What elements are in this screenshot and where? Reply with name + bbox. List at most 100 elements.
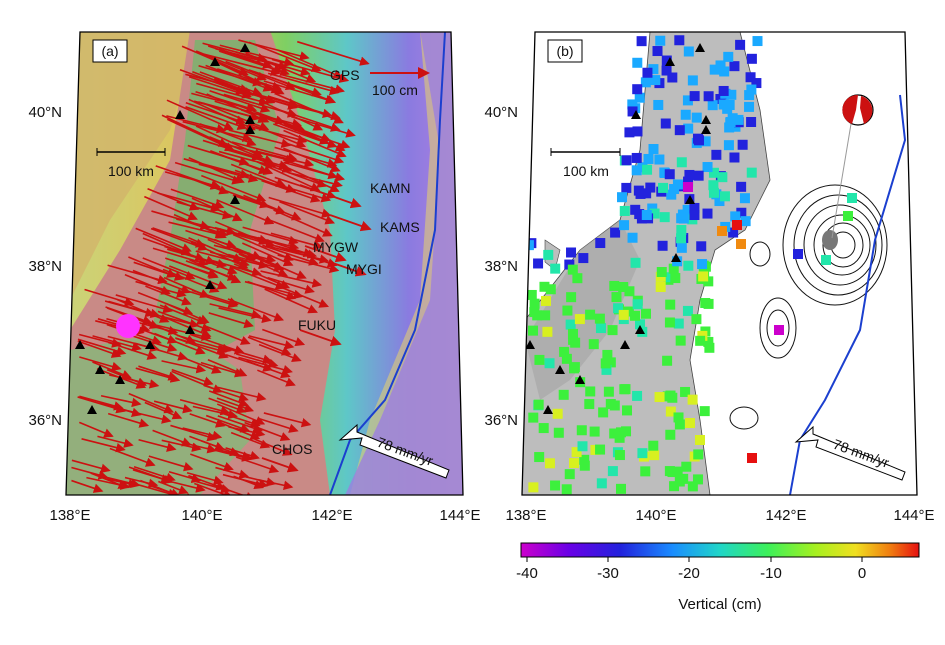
gps-vector-arrow [164, 245, 216, 265]
volcano-icon [95, 365, 105, 374]
volcano-icon [87, 405, 97, 414]
station-square [578, 253, 589, 264]
station-square [693, 449, 704, 460]
gps-vector-arrow [100, 394, 142, 408]
panel-a-lat-36: 36°N [28, 412, 62, 429]
gps-vector-arrow [264, 288, 318, 314]
station-square [600, 358, 611, 369]
station-square [675, 335, 686, 346]
station-square [774, 325, 784, 335]
gps-vector-arrow [283, 123, 351, 149]
station-square [621, 155, 632, 166]
gps-vector-arrow [248, 41, 322, 72]
station-square [543, 249, 554, 260]
panel-a-sea-of-japan [66, 32, 200, 300]
gps-vector-arrow [244, 421, 291, 442]
station-square [637, 448, 648, 459]
station-square [683, 260, 694, 271]
panel-a-lon-144: 144°E [439, 507, 480, 524]
station-square [631, 152, 642, 163]
station-square [667, 72, 678, 83]
panel-b-lon-144: 144°E [893, 507, 934, 524]
panel-b-lon-142: 142°E [765, 507, 806, 524]
station-square [714, 196, 725, 207]
station-square [665, 406, 676, 417]
station-square [676, 225, 687, 236]
gps-vector-arrow [262, 328, 306, 347]
gps-vector-arrow [260, 270, 323, 288]
station-square [660, 118, 671, 129]
station-square [621, 182, 632, 193]
station-square [572, 273, 583, 284]
volcano-icon [631, 110, 641, 119]
gps-vector-arrow [216, 397, 255, 413]
station-square [687, 75, 698, 86]
gps-vector-arrow [77, 396, 126, 414]
gps-vector-arrow [236, 353, 279, 368]
gps-vector-arrow [157, 192, 221, 213]
station-square [576, 425, 587, 436]
gps-vector-arrow [283, 129, 347, 158]
volcano-icon [543, 405, 553, 414]
station-square [724, 122, 735, 133]
station-square [598, 407, 609, 418]
station-square [579, 454, 590, 465]
colorbar: -40 -30 -20 -10 0 Vertical (cm) [516, 542, 920, 613]
gps-vector-arrow [188, 156, 245, 184]
station-square [739, 193, 750, 204]
gps-vector-arrow [135, 367, 181, 383]
station-square [539, 281, 550, 292]
volcano-icon [115, 375, 125, 384]
gps-vector-arrow [207, 358, 248, 377]
station-square [566, 292, 577, 303]
panel-a-lat-38: 38°N [28, 258, 62, 275]
station-square [656, 267, 667, 278]
station-square [569, 362, 580, 373]
station-square [632, 126, 643, 137]
gps-vector-arrow [100, 475, 141, 489]
panel-b-label-box [547, 39, 583, 63]
station-square [611, 292, 622, 303]
station-square [561, 353, 572, 364]
gps-vector-arrow [134, 342, 188, 361]
station-square [647, 203, 658, 214]
station-square [665, 390, 676, 401]
station-square [631, 165, 642, 176]
panel-a-lon-140: 140°E [181, 507, 222, 524]
volcano-icon [701, 125, 711, 134]
station-square [566, 247, 577, 258]
gps-vector-arrow [152, 247, 209, 267]
gps-vector-arrow [277, 254, 340, 274]
gps-vector-arrow [267, 276, 315, 294]
station-square [613, 303, 624, 314]
station-square [747, 453, 757, 463]
station-square [793, 249, 803, 259]
station-square [715, 60, 726, 71]
gps-vector-arrow [158, 480, 189, 495]
gps-vector-arrow [192, 479, 231, 494]
gps-vector-arrow [166, 99, 234, 131]
station-square [565, 319, 576, 330]
panel-b-vertical-displacement-stations [523, 35, 857, 495]
gps-vector-arrow [261, 162, 328, 188]
station-square [711, 149, 722, 160]
gps-vector-arrow [216, 199, 275, 225]
station-square [744, 90, 755, 101]
station-square [619, 205, 630, 216]
panel-a-gps-vectors [71, 39, 372, 495]
gps-vector-arrow [182, 120, 253, 142]
station-square [729, 61, 740, 72]
station-square [635, 319, 646, 330]
gps-vector-arrow [234, 169, 297, 193]
station-square [607, 325, 618, 336]
panel-b-lat-38: 38°N [484, 258, 518, 275]
gps-vector-arrow [246, 122, 307, 148]
station-square [649, 208, 660, 219]
station-square [564, 469, 575, 480]
gps-vector-arrow [279, 200, 336, 225]
station-square [689, 202, 700, 213]
station-square [642, 164, 653, 175]
station-square [732, 220, 742, 230]
station-square [666, 189, 677, 200]
gps-vector-arrow [283, 141, 345, 164]
